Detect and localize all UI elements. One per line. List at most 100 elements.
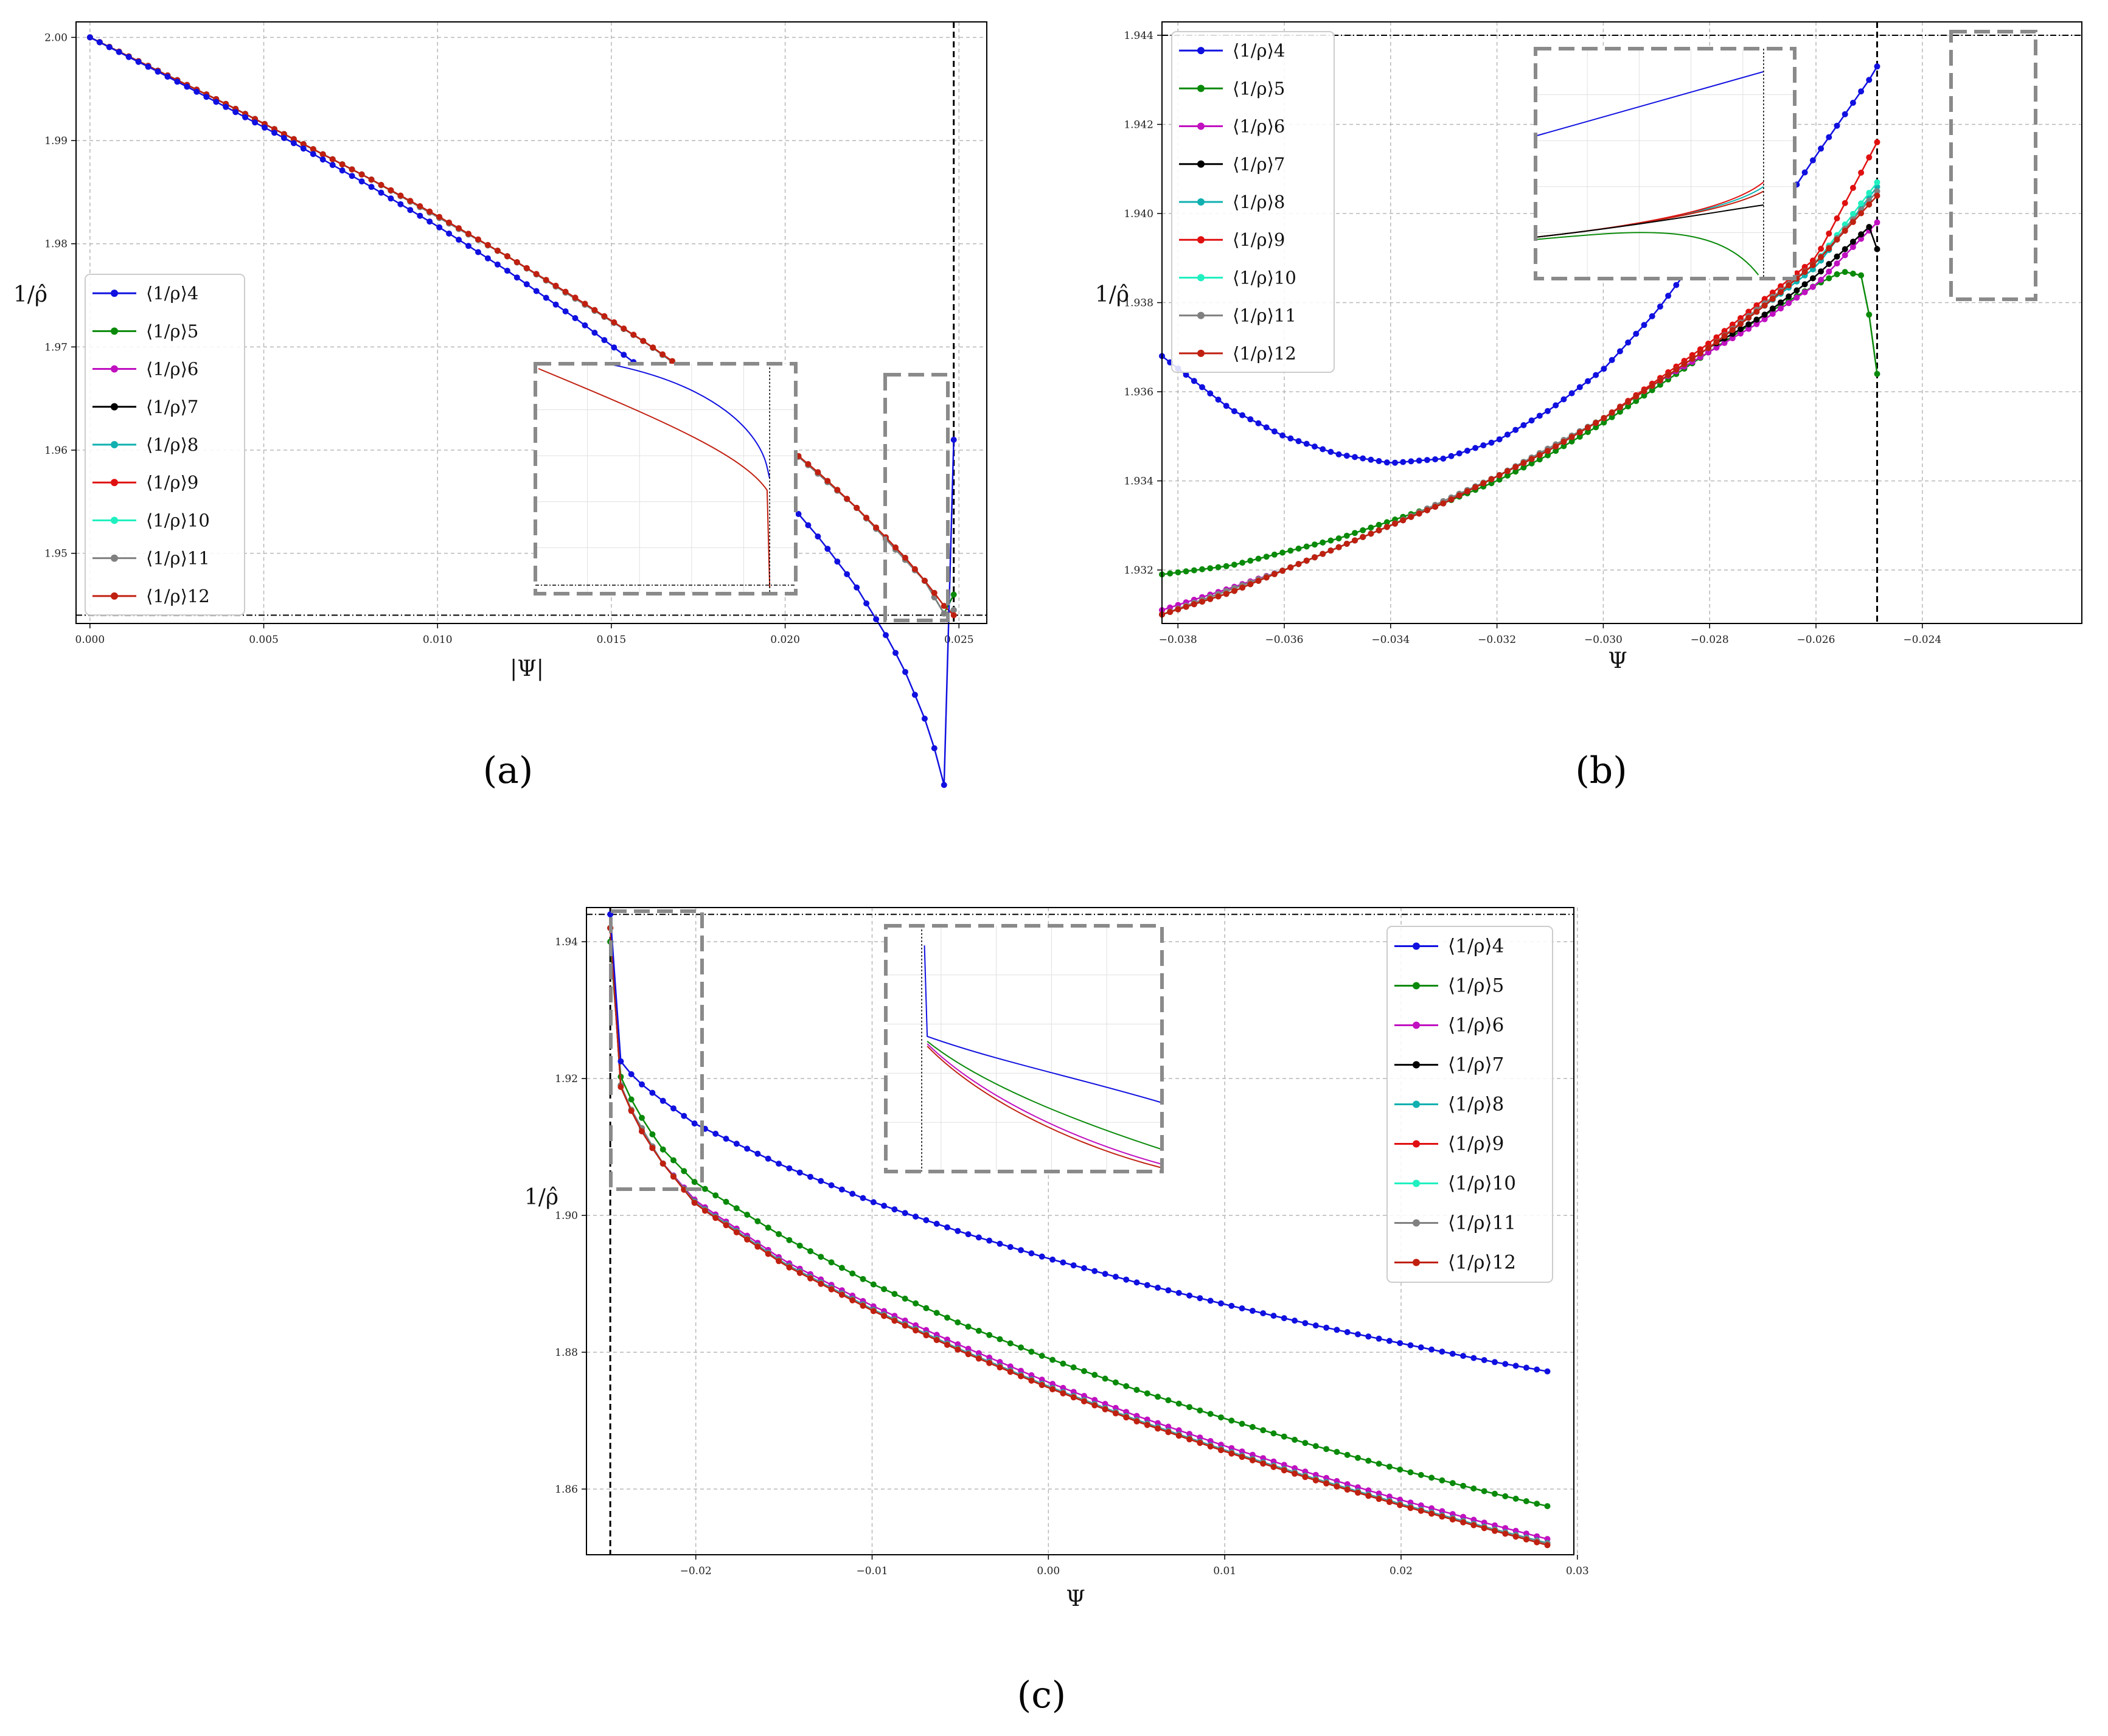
data-point <box>733 1229 740 1235</box>
data-point <box>1368 524 1374 531</box>
data-point <box>1295 545 1302 552</box>
data-point <box>1028 1349 1035 1355</box>
data-point <box>1809 157 1816 164</box>
legend-item: ⟨1/ρ⟩4 <box>1394 936 1504 957</box>
data-point <box>1560 443 1567 450</box>
data-point <box>475 249 481 255</box>
data-point <box>1376 458 1382 464</box>
data-point <box>1866 311 1873 318</box>
data-point <box>1649 313 1655 319</box>
data-point <box>805 461 812 467</box>
data-point <box>1218 1300 1224 1307</box>
data-point <box>933 1220 940 1227</box>
data-point <box>670 1173 677 1180</box>
data-point <box>1312 1477 1319 1484</box>
data-point <box>1038 1253 1045 1260</box>
data-point <box>744 1236 751 1243</box>
data-point <box>591 330 598 336</box>
data-point <box>1312 1322 1319 1329</box>
legend-item: ⟨1/ρ⟩5 <box>92 321 198 341</box>
data-point <box>931 745 937 752</box>
data-point <box>1470 1355 1477 1361</box>
data-point <box>1601 366 1607 372</box>
data-point <box>1408 458 1414 465</box>
data-point <box>649 1131 656 1137</box>
inset-frame <box>534 362 798 595</box>
data-point <box>1449 1516 1456 1523</box>
data-point <box>1705 340 1712 347</box>
data-point <box>1018 1373 1024 1380</box>
data-point <box>933 1337 940 1344</box>
data-point <box>1673 366 1680 373</box>
data-point <box>1520 464 1527 471</box>
data-point <box>873 616 880 622</box>
data-point <box>891 1291 898 1297</box>
data-point <box>1874 192 1880 199</box>
data-point <box>1334 1449 1340 1455</box>
data-point <box>446 231 453 237</box>
data-point <box>1335 544 1342 550</box>
data-point <box>1545 448 1551 454</box>
data-point <box>1793 270 1800 277</box>
data-point <box>1312 541 1318 548</box>
data-point <box>1334 1483 1340 1490</box>
data-point <box>1633 330 1640 337</box>
data-point <box>902 555 908 561</box>
legend-item: ⟨1/ρ⟩8 <box>1179 192 1285 212</box>
y-tick-label: 1.934 <box>1124 476 1153 488</box>
data-point <box>712 1130 719 1137</box>
data-point <box>1260 1310 1267 1316</box>
legend-swatch-marker <box>1197 122 1205 130</box>
data-point <box>838 1291 845 1298</box>
data-point <box>838 1265 845 1271</box>
legend-swatch-marker <box>111 365 118 373</box>
data-point <box>1102 1406 1108 1412</box>
data-point <box>824 546 831 552</box>
data-point <box>523 281 530 288</box>
data-point <box>902 1296 908 1302</box>
data-point <box>1681 361 1688 367</box>
data-point <box>368 176 375 183</box>
data-point <box>1553 402 1559 409</box>
legend-label: ⟨1/ρ⟩5 <box>1448 975 1504 997</box>
data-point <box>572 294 579 301</box>
data-point <box>349 166 355 173</box>
data-point <box>997 1364 1003 1371</box>
legend: ⟨1/ρ⟩4 ⟨1/ρ⟩5 ⟨1/ρ⟩6 ⟨1/ρ⟩7 ⟨1/ρ⟩8 ⟨1/ρ⟩9 ⟨1/ρ… <box>1386 926 1553 1283</box>
data-point <box>1281 1315 1287 1322</box>
inset-curve <box>1535 204 1764 238</box>
data-point <box>504 268 510 274</box>
data-point <box>941 782 947 788</box>
data-point <box>329 156 336 162</box>
data-point <box>941 603 947 609</box>
data-point <box>1585 429 1591 436</box>
data-point <box>1327 448 1334 455</box>
data-point <box>1102 1375 1108 1382</box>
y-tick-label: 1.940 <box>1124 208 1153 220</box>
legend-label: ⟨1/ρ⟩9 <box>1233 229 1285 250</box>
data-point <box>923 1217 930 1223</box>
data-point <box>765 1155 771 1162</box>
legend-label: ⟨1/ρ⟩5 <box>1233 78 1285 99</box>
data-point <box>378 189 384 196</box>
data-point <box>1123 1383 1130 1389</box>
data-point <box>617 1084 624 1090</box>
data-point <box>339 161 346 168</box>
data-point <box>723 1222 729 1229</box>
data-point <box>1231 588 1237 594</box>
x-axis-label: Ψ <box>1066 1586 1085 1611</box>
data-point <box>1018 1247 1024 1254</box>
data-point <box>456 237 462 243</box>
data-point <box>1428 1474 1435 1481</box>
data-point <box>1215 564 1222 571</box>
data-point <box>1060 1360 1066 1367</box>
data-point <box>1386 1499 1393 1505</box>
data-point <box>1593 424 1599 431</box>
data-point <box>1665 293 1672 299</box>
data-point <box>513 259 520 265</box>
data-point <box>1271 428 1278 435</box>
legend-item: ⟨1/ρ⟩4 <box>92 283 198 304</box>
data-point <box>796 1269 803 1276</box>
data-point <box>1858 169 1865 176</box>
